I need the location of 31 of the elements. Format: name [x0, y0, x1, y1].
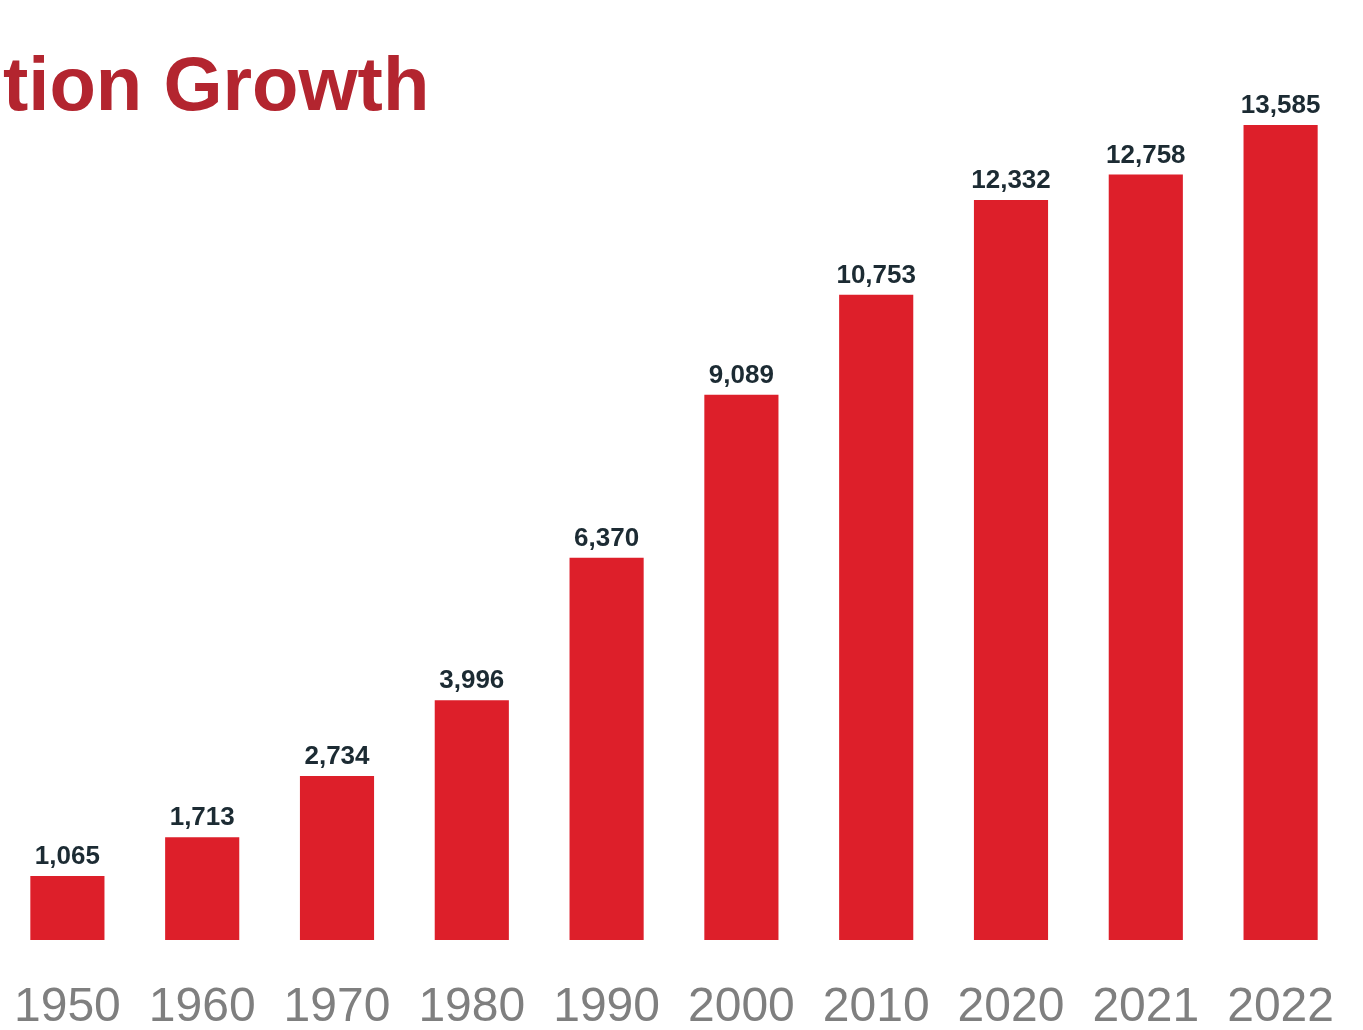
- x-tick-label: 2000: [688, 977, 795, 1030]
- x-tick-label: 1950: [14, 977, 121, 1030]
- data-label: 6,370: [574, 521, 640, 552]
- bar: [839, 294, 914, 940]
- bar: [30, 876, 105, 940]
- bar: [973, 200, 1049, 940]
- chart-title: tion Growth: [3, 40, 430, 126]
- data-label: 1,713: [169, 801, 235, 832]
- bar: [1243, 124, 1318, 940]
- data-label: 12,332: [971, 164, 1051, 195]
- x-tick-label: 1960: [148, 977, 256, 1030]
- data-label: 9,089: [708, 358, 774, 389]
- x-tick-label: 1990: [553, 977, 660, 1030]
- x-tick-label: 2021: [1092, 977, 1200, 1030]
- bar: [165, 837, 240, 940]
- bar: [299, 775, 375, 940]
- x-tick-label: 2022: [1227, 977, 1334, 1030]
- data-label: 13,585: [1240, 88, 1321, 119]
- bar: [569, 557, 644, 940]
- data-label: 10,753: [836, 258, 916, 289]
- x-tick-label: 2020: [957, 977, 1065, 1030]
- x-tick-label: 1980: [418, 977, 526, 1030]
- data-label: 2,734: [304, 739, 371, 770]
- bar: [434, 700, 509, 940]
- x-tick-label: 1970: [283, 977, 391, 1030]
- bar: [704, 394, 779, 940]
- data-label: 1,065: [34, 840, 100, 871]
- x-tick-label: 2010: [822, 977, 930, 1030]
- data-label: 12,758: [1106, 138, 1186, 169]
- bar: [1108, 174, 1183, 940]
- data-label: 3,996: [439, 664, 505, 695]
